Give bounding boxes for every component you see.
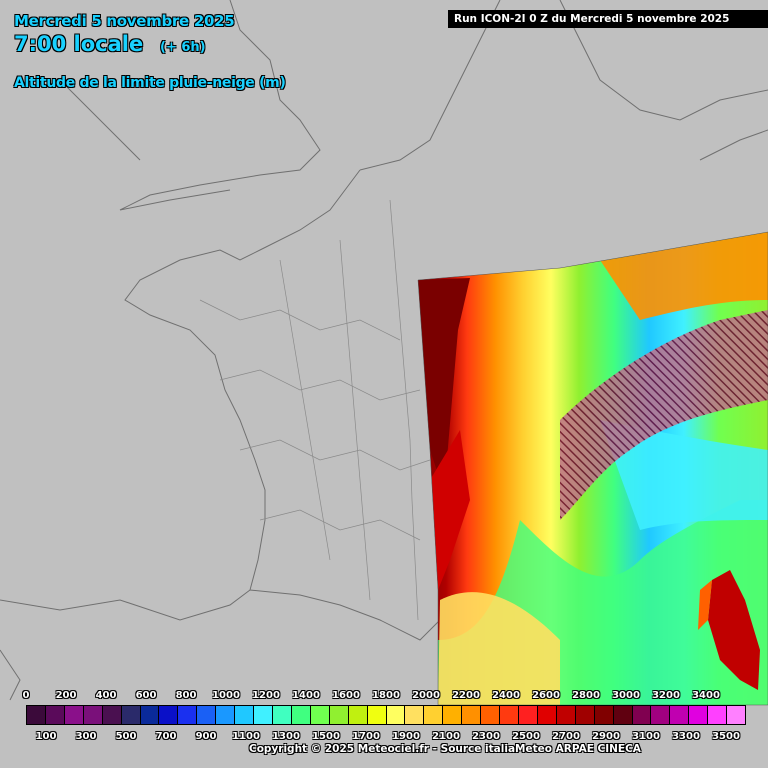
legend-swatch [83,706,103,724]
legend-top-tick-label: 3400 [692,690,720,701]
legend-bottom-tick-label: 3100 [632,731,660,742]
forecast-offset: (+ 6h) [160,40,206,55]
date-title: Mercredi 5 novembre 2025 [14,12,235,30]
legend-swatch [121,706,141,724]
legend-swatch [443,706,463,724]
legend-swatch [27,706,46,724]
legend-swatch [178,706,198,724]
legend-bottom-tick-label: 2100 [432,731,460,742]
legend-swatch [348,706,368,724]
legend-top-tick-label: 3000 [612,690,640,701]
legend-swatch [235,706,255,724]
legend-swatch [254,706,273,724]
legend-bottom-tick-label: 3300 [672,731,700,742]
legend-swatch [670,706,690,724]
legend-swatch [424,706,444,724]
legend-top-tick-label: 1000 [212,690,240,701]
copyright-text: Copyright © 2025 Meteociel.fr - Source i… [249,743,641,755]
run-info-banner: Run ICON-2I 0 Z du Mercredi 5 novembre 2… [448,10,768,28]
legend-swatch [329,706,349,724]
model-domain [418,232,768,705]
legend-top-tick-label: 1200 [252,690,280,701]
legend-swatch [291,706,311,724]
legend-swatch [367,706,387,724]
legend-swatch [518,706,538,724]
legend-bottom-tick-label: 2500 [512,731,540,742]
legend-bottom-tick-label: 500 [115,731,137,742]
legend-swatch [481,706,501,724]
legend-swatch [386,706,406,724]
legend-top-tick-label: 2200 [452,690,480,701]
admin-borders [199,199,431,621]
legend-top-tick-label: 1600 [332,690,360,701]
legend-swatch [140,706,160,724]
legend-top-tick-label: 200 [55,690,77,701]
legend-bottom-tick-label: 100 [35,731,57,742]
legend-top-tick-label: 800 [175,690,197,701]
legend-bottom-tick-label: 1500 [312,731,340,742]
legend-bottom-tick-label: 900 [195,731,217,742]
legend-bottom-tick-label: 1700 [352,731,380,742]
legend-swatch [651,706,671,724]
legend-swatch [45,706,65,724]
legend-swatch [632,706,652,724]
parameter-title: Altitude de la limite pluie-neige (m) [14,75,286,91]
legend-top-tick-label: 2000 [412,690,440,701]
legend-colorbar [26,705,746,725]
legend-bottom-tick-label: 1100 [232,731,260,742]
legend-swatch [310,706,330,724]
legend-swatch [216,706,236,724]
legend-swatch [197,706,217,724]
legend-swatch [594,706,614,724]
legend-swatch [708,706,728,724]
legend-swatch [727,706,746,724]
legend-swatch [272,706,292,724]
legend-bottom-tick-label: 1300 [272,731,300,742]
legend-bottom-tick-label: 1900 [392,731,420,742]
legend-top-tick-label: 600 [135,690,157,701]
legend-swatch [102,706,122,724]
legend-swatch [613,706,633,724]
legend-bottom-tick-label: 300 [75,731,97,742]
legend-bottom-tick-label: 700 [155,731,177,742]
legend-top-tick-label: 3200 [652,690,680,701]
legend-swatch [689,706,709,724]
legend-top-tick-label: 0 [22,690,30,701]
legend-swatch [159,706,179,724]
legend-bottom-tick-label: 2300 [472,731,500,742]
legend-top-tick-label: 1800 [372,690,400,701]
coastlines [0,0,768,701]
legend-swatch [462,706,482,724]
legend-swatch [500,706,519,724]
legend-top-tick-label: 1400 [292,690,320,701]
legend-bottom-tick-label: 2700 [552,731,580,742]
legend-top-tick-label: 400 [95,690,117,701]
legend-top-tick-label: 2400 [492,690,520,701]
legend-top-tick-label: 2600 [532,690,560,701]
legend-top-tick-label: 2800 [572,690,600,701]
time-title: 7:00 locale [14,32,144,56]
legend-bottom-tick-label: 2900 [592,731,620,742]
legend-swatch [575,706,595,724]
legend-swatch [405,706,425,724]
legend-swatch [64,706,84,724]
legend-swatch [537,706,557,724]
legend-bottom-tick-label: 3500 [712,731,740,742]
legend-swatch [556,706,576,724]
